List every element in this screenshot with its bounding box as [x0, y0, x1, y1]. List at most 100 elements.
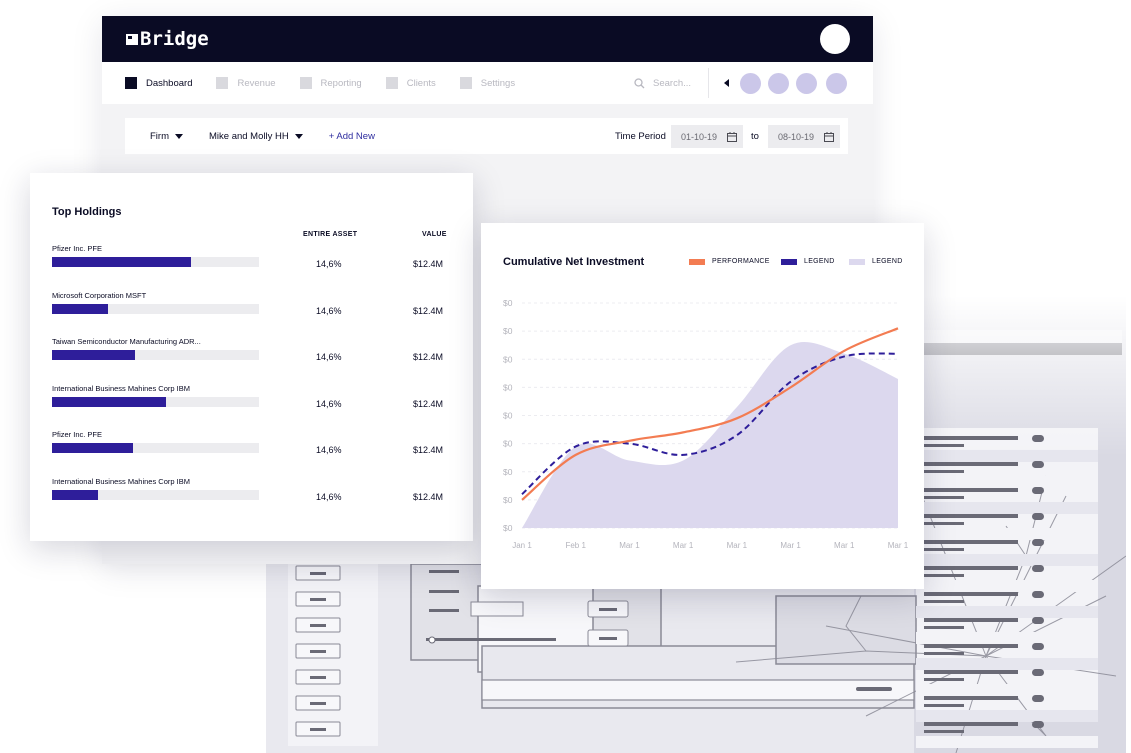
nav-label: Dashboard [146, 77, 193, 89]
household-label: Mike and Molly HH [209, 130, 289, 142]
holding-value: $12.4M [413, 306, 444, 316]
legacy-row-element [924, 436, 1018, 440]
entire-asset-header: ENTIRE ASSET [303, 231, 358, 238]
legacy-row-element [924, 496, 964, 499]
holding-value: $12.4M [413, 445, 444, 455]
holding-percent: 14,6% [316, 352, 342, 362]
legacy-row-element [1032, 487, 1044, 494]
date-from-value: 01-10-19 [681, 131, 718, 142]
legacy-row-element [916, 450, 1098, 462]
y-tick-label: $0 [503, 495, 513, 505]
holding-name: International Business Mahines Corp IBM [52, 477, 190, 486]
nav-item-revenue[interactable]: Revenue [216, 77, 276, 89]
top-holdings-card: Top Holdings ENTIRE ASSET VALUE Pfizer I… [30, 173, 473, 541]
holdings-title: Top Holdings [52, 206, 122, 218]
user-avatar[interactable] [796, 73, 817, 94]
chevron-down-icon [175, 133, 183, 139]
user-avatar[interactable] [740, 73, 761, 94]
y-tick-label: $0 [503, 354, 513, 364]
holding-row[interactable]: Pfizer Inc. PFE 14,6% $12.4M [52, 244, 452, 284]
y-tick-label: $0 [503, 326, 513, 336]
value-header: VALUE [422, 231, 447, 238]
nav-item-clients[interactable]: Clients [385, 77, 436, 89]
date-to-field[interactable]: 08-10-19 [768, 125, 840, 148]
nav-item-reporting[interactable]: Reporting [299, 77, 362, 89]
legacy-row-element [1032, 643, 1044, 650]
holding-value: $12.4M [413, 259, 444, 269]
holding-row[interactable]: International Business Mahines Corp IBM 1… [52, 384, 452, 424]
legacy-row-element [310, 728, 326, 731]
legacy-row-element [924, 444, 964, 447]
holding-bar-fill [52, 350, 135, 360]
x-tick-label: Mar 1 [727, 541, 748, 550]
area-series [522, 341, 898, 528]
legacy-row-element [924, 678, 964, 681]
holding-bar-track [52, 397, 259, 407]
holding-percent: 14,6% [316, 306, 342, 316]
legacy-row-element [916, 606, 1098, 618]
legacy-row-element [916, 554, 1098, 566]
y-tick-label: $0 [503, 467, 513, 477]
holding-bar-track [52, 304, 259, 314]
legacy-row-element [924, 704, 964, 707]
legend-area: LEGEND [849, 258, 903, 265]
legacy-row-element [924, 488, 1018, 492]
profile-avatar[interactable] [820, 24, 850, 54]
x-tick-label: Mar 1 [780, 541, 801, 550]
collapse-arrow-icon[interactable] [724, 79, 729, 87]
legacy-row-element [1032, 695, 1044, 702]
legacy-row-element [310, 676, 326, 679]
holding-bar-track [52, 257, 259, 267]
legacy-row-element [1032, 435, 1044, 442]
legacy-row-element [916, 658, 1098, 670]
household-dropdown[interactable]: Mike and Molly HH [209, 131, 303, 142]
search-input[interactable]: Search... [653, 77, 692, 89]
holding-row[interactable]: International Business Mahines Corp IBM 1… [52, 477, 452, 517]
legacy-row-element [924, 652, 964, 655]
legacy-row-element [1032, 591, 1044, 598]
legacy-row-element [924, 462, 1018, 466]
legacy-row-element [916, 684, 1098, 696]
add-new-link[interactable]: + Add New [328, 130, 375, 142]
holding-percent: 14,6% [316, 259, 342, 269]
legacy-row-element [916, 736, 1098, 748]
cumulative-investment-card: $0 $0 $0 $0 $0 $0 $0 $0 $0 Jan 1 Feb 1 Mar 1 Mar 1 Ma… [481, 223, 924, 589]
logo-mark-icon [126, 33, 138, 45]
legacy-row-element [924, 592, 1018, 596]
holding-bar-track [52, 443, 259, 453]
legacy-row-element [924, 522, 964, 525]
holding-row[interactable]: Taiwan Semiconductor Manufacturing ADR..… [52, 337, 452, 377]
date-from-field[interactable]: 01-10-19 [671, 125, 743, 148]
brand-name: Bridge [140, 28, 209, 50]
holding-row[interactable]: Pfizer Inc. PFE 14,6% $12.4M [52, 430, 452, 470]
y-tick-label: $0 [503, 382, 513, 392]
user-avatar[interactable] [768, 73, 789, 94]
nav-item-dashboard[interactable]: Dashboard [125, 77, 192, 89]
legacy-row-element [1032, 565, 1044, 572]
brand-logo[interactable]: Bridge [126, 28, 209, 50]
y-tick-label: $0 [503, 411, 513, 421]
legacy-row-element [924, 696, 1018, 700]
legacy-row-element [924, 670, 1018, 674]
clients-icon [385, 77, 398, 89]
x-tick-label: Mar 1 [673, 541, 694, 550]
nav-divider [708, 68, 709, 98]
nav-item-settings[interactable]: Settings [459, 77, 515, 89]
user-avatar[interactable] [826, 73, 847, 94]
nav-label: Clients [406, 77, 436, 89]
holding-percent: 14,6% [316, 445, 342, 455]
legacy-row-element [924, 626, 964, 629]
holding-percent: 14,6% [316, 399, 342, 409]
y-tick-label: $0 [503, 523, 513, 533]
legend-label: LEGEND [804, 258, 835, 265]
time-period-label: Time Period [615, 130, 666, 142]
firm-dropdown[interactable]: Firm [150, 131, 183, 142]
legend-swatch [781, 258, 797, 265]
holding-value: $12.4M [413, 399, 444, 409]
date-to-value: 08-10-19 [778, 131, 815, 142]
settings-icon [459, 77, 472, 89]
legacy-row-element [916, 502, 1098, 514]
search-box[interactable]: Search... [634, 78, 691, 89]
holding-row[interactable]: Microsoft Corporation MSFT 14,6% $12.4M [52, 291, 452, 331]
reporting-icon [299, 77, 312, 89]
